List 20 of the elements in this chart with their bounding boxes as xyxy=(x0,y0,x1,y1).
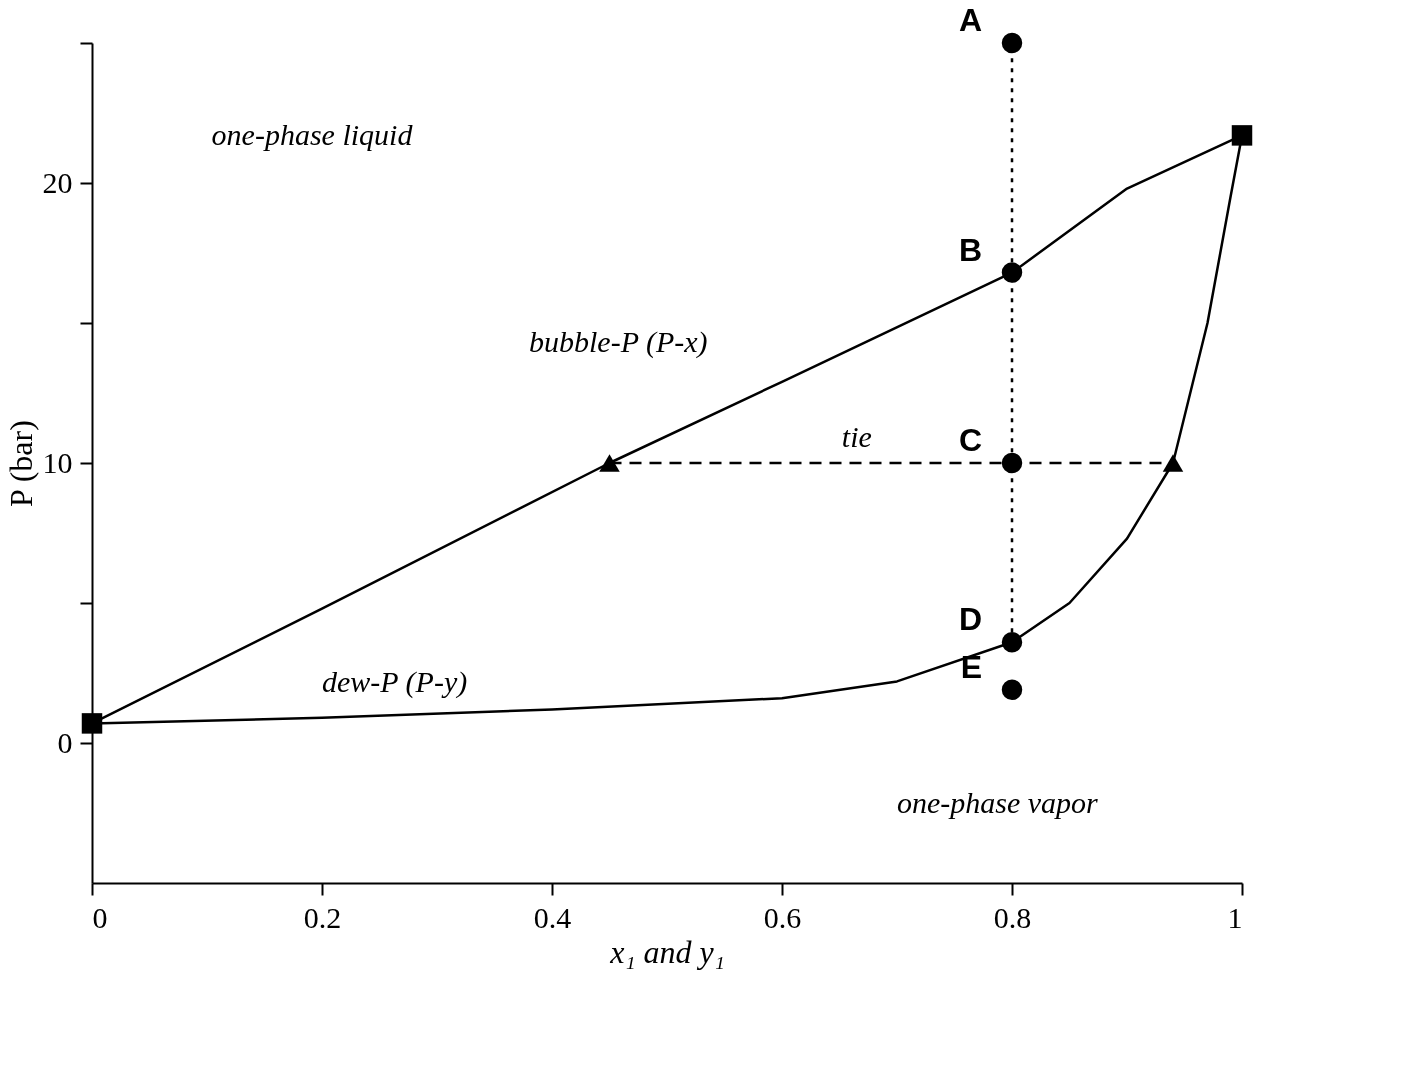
y-tick-label: 10 xyxy=(42,445,73,479)
data-label: C xyxy=(958,422,982,458)
x-tick-label: 0.4 xyxy=(533,900,572,934)
annotation: one-phase liquid xyxy=(211,118,414,152)
annotation: dew-P (P-y) xyxy=(322,665,468,700)
data-label: B xyxy=(958,231,982,268)
y-tick-label: 0 xyxy=(57,725,73,759)
annotation: tie xyxy=(841,419,872,453)
x-tick-label: 0.2 xyxy=(303,900,342,934)
x-tick-label: 1 xyxy=(1227,900,1243,934)
data-label: A xyxy=(958,2,982,38)
x-tick-label: 0 xyxy=(92,900,108,934)
x-axis-title: x₁ and y₁ xyxy=(609,933,725,970)
annotation: bubble-P (P-x) xyxy=(529,324,708,359)
y-tick-label: 20 xyxy=(42,165,73,199)
y-axis-title: P (bar) xyxy=(2,420,39,507)
x-tick-label: 0.6 xyxy=(763,900,802,934)
annotation: one-phase vapor xyxy=(897,786,1099,820)
data-label: D xyxy=(958,601,982,638)
x-tick-label: 0.8 xyxy=(993,900,1032,934)
